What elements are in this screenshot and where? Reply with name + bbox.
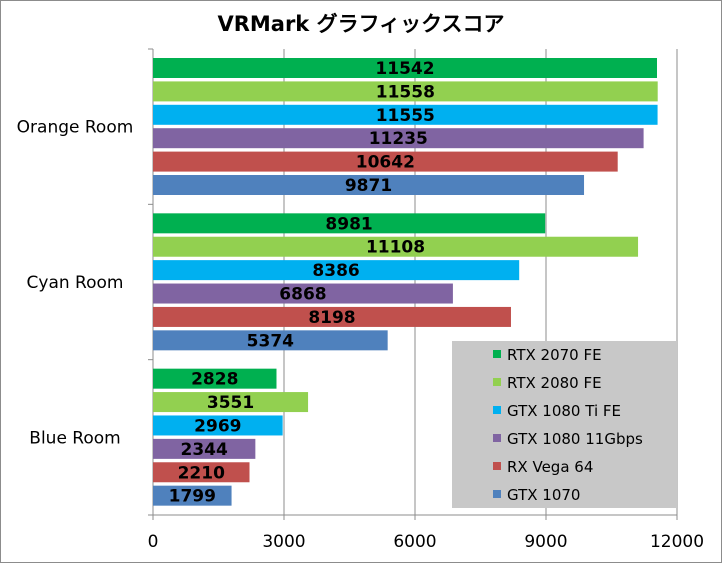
data-label: 6868 [279, 285, 326, 305]
legend-label: RX Vega 64 [507, 458, 593, 476]
bar [153, 58, 658, 78]
data-label: 2828 [191, 370, 238, 390]
bar [153, 438, 256, 459]
category-label: Orange Room [17, 118, 134, 138]
bar [153, 236, 639, 257]
category-label: Cyan Room [27, 273, 124, 293]
x-tick-label: 6000 [393, 532, 436, 552]
data-label: 2344 [181, 440, 228, 460]
category-label: Blue Room [29, 428, 120, 448]
bar [153, 485, 232, 506]
bar [153, 260, 520, 281]
legend-label: GTX 1080 Ti FE [507, 402, 621, 420]
legend-label: RTX 2080 FE [507, 374, 602, 392]
legend-swatch [493, 406, 501, 414]
bar [153, 306, 511, 327]
data-label: 11108 [366, 238, 425, 258]
legend-label: RTX 2070 FE [507, 346, 602, 364]
data-label: 11558 [376, 82, 435, 102]
legend-label: GTX 1080 11Gbps [507, 430, 643, 448]
data-label: 5374 [247, 331, 294, 351]
legend-swatch [493, 462, 501, 470]
data-label: 2210 [178, 463, 225, 483]
legend-label: GTX 1070 [507, 486, 580, 504]
bar [153, 213, 546, 234]
x-tick-label: 12000 [650, 532, 704, 552]
bar [153, 283, 453, 304]
legend-box [452, 341, 677, 508]
data-label: 9871 [345, 176, 392, 196]
bar [153, 462, 250, 483]
data-label: 8198 [308, 308, 355, 328]
x-tick-label: 9000 [524, 532, 567, 552]
x-tick-label: 3000 [262, 532, 305, 552]
bar [153, 415, 283, 436]
data-label: 1799 [169, 487, 216, 507]
bar [153, 151, 618, 172]
legend-swatch [493, 434, 501, 442]
bar [153, 128, 644, 149]
legend-swatch [493, 490, 501, 498]
data-label: 11542 [375, 59, 434, 79]
bar [153, 368, 277, 389]
legend-swatch [493, 350, 501, 358]
data-label: 8981 [325, 214, 372, 234]
data-label: 11555 [376, 106, 435, 126]
chart-title: VRMark グラフィックスコア [217, 12, 505, 36]
data-label: 8386 [312, 261, 359, 281]
bar [153, 175, 585, 195]
data-label: 2969 [194, 416, 241, 436]
data-label: 3551 [207, 393, 254, 413]
legend-swatch [493, 378, 501, 386]
data-label: 11235 [369, 129, 428, 149]
bar [153, 104, 658, 125]
x-tick-label: 0 [148, 532, 159, 552]
bar [153, 330, 388, 351]
data-label: 10642 [356, 153, 415, 173]
bar [153, 392, 309, 413]
bar [153, 81, 658, 102]
